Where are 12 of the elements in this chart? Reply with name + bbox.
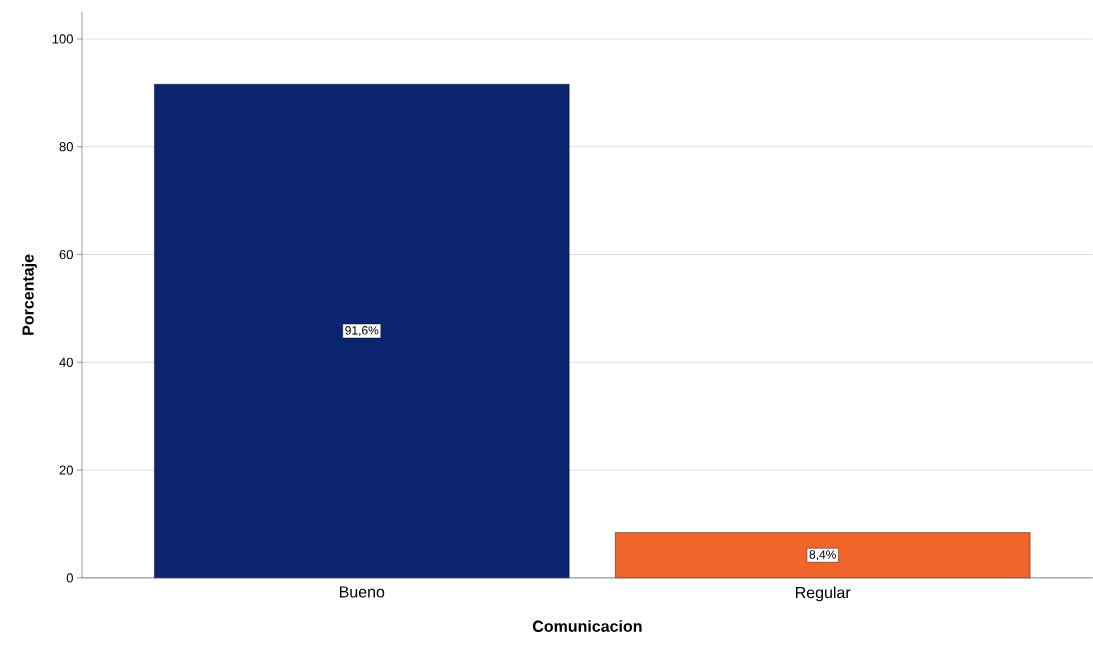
x-axis-title: Comunicacion	[532, 620, 642, 632]
y-tick-label: 80	[59, 142, 73, 152]
x-tick-label: Regular	[796, 586, 851, 602]
y-tick-label: 0	[66, 573, 73, 583]
data-label: 91,6%	[345, 326, 379, 337]
data-label: 8,4%	[809, 550, 836, 561]
y-tick-label: 100	[52, 34, 73, 44]
y-axis-title: Porcentaje	[22, 254, 37, 335]
y-tick-label: 40	[59, 357, 73, 367]
x-tick-label: Bueno	[339, 586, 385, 598]
y-tick-label: 20	[59, 465, 73, 475]
y-tick-label: 60	[59, 249, 73, 260]
